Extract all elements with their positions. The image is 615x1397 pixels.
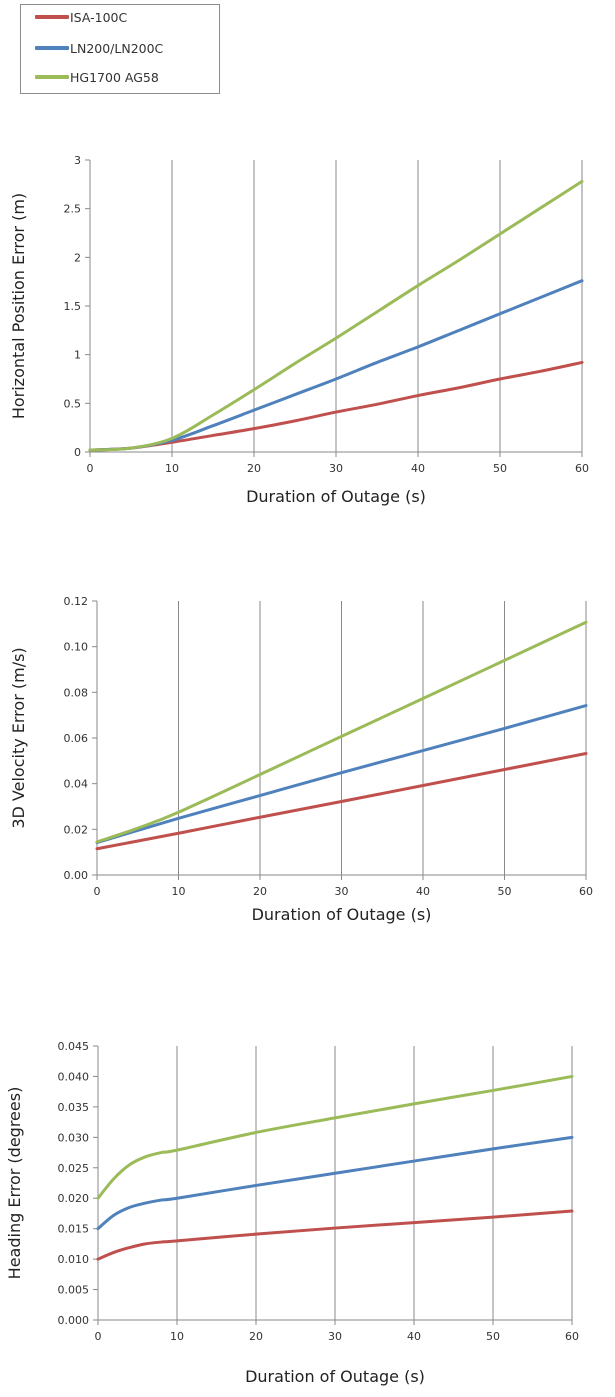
y-tick-label: 1 [74,349,81,362]
y-tick-label: 0.045 [58,1040,90,1053]
legend-label-ln200: LN200/LN200C [70,40,164,56]
y-tick-label: 0.02 [64,823,89,836]
x-axis-title: Duration of Outage (s) [252,905,432,924]
x-tick-label: 10 [170,1330,184,1343]
legend-swatch-ln200 [35,46,69,50]
x-tick-label: 50 [486,1330,500,1343]
y-tick-label: 0.10 [64,641,89,654]
velocity-error-chart: 0.00 0.02 0.04 0.06 0.08 0.10 0.12 0 10 20 30 40 50 6… [9,595,593,924]
y-tick-label: 0.025 [58,1162,90,1175]
y-tick-label: 0.12 [64,595,89,608]
series-line-hg1700-ag58 [95,620,588,844]
x-tick-label: 60 [575,462,589,475]
x-tick-label: 30 [328,1330,342,1343]
legend-item-ln200: LN200/LN200C [35,38,163,58]
y-tick-label: 0.020 [58,1192,90,1205]
legend-label-hg1700: HG1700 AG58 [70,69,159,85]
y-axis-title: Horizontal Position Error (m) [9,193,28,419]
legend-item-isa-100c: ISA-100C [35,7,127,27]
x-tick-label: 30 [329,462,343,475]
legend-swatch-isa-100c [35,15,69,19]
x-tick-label: 40 [416,885,430,898]
y-tick-label: 0.06 [64,732,89,745]
x-tick-label: 40 [411,462,425,475]
x-axis-title: Duration of Outage (s) [245,1367,425,1386]
series-line-ln200-ln200c [88,279,584,452]
series-line-isa-100c [95,752,588,851]
y-tick-label: 2 [74,251,81,264]
legend-item-hg1700: HG1700 AG58 [35,67,159,87]
y-tick-label: 0.035 [58,1101,90,1114]
series-line-isa-100c [96,1209,574,1261]
x-tick-label: 10 [165,462,179,475]
y-tick-label: 0.00 [64,869,89,882]
x-tick-label: 0 [87,462,94,475]
y-tick-label: 0.04 [64,778,89,791]
y-tick-label: 0.5 [64,397,82,410]
x-tick-label: 40 [407,1330,421,1343]
series-line-isa-100c [88,360,584,452]
y-tick-label: 3 [74,154,81,167]
x-tick-label: 0 [95,1330,102,1343]
chart-legend: ISA-100C LN200/LN200C HG1700 AG58 [20,4,220,94]
x-tick-label: 20 [253,885,267,898]
y-tick-label: 0.005 [58,1284,90,1297]
y-tick-label: 0.000 [58,1314,90,1327]
x-tick-label: 50 [498,885,512,898]
y-tick-label: 0.030 [58,1131,90,1144]
y-axis-title: Heading Error (degrees) [5,1087,24,1280]
y-tick-label: 0 [74,446,81,459]
x-tick-label: 10 [172,885,186,898]
x-tick-label: 60 [579,885,593,898]
y-tick-label: 0.015 [58,1223,90,1236]
y-tick-label: 0.040 [58,1070,90,1083]
x-axis-title: Duration of Outage (s) [246,487,426,506]
legend-swatch-hg1700 [35,75,69,79]
legend-label-isa-100c: ISA-100C [70,9,128,25]
series-line-hg1700-ag58 [88,179,584,452]
y-tick-label: 0.08 [64,686,89,699]
x-tick-label: 20 [249,1330,263,1343]
heading-error-chart: 0.000 0.005 0.010 0.015 0.020 0.025 0.030 0.035… [5,1040,579,1386]
x-tick-label: 0 [94,885,101,898]
series-line-ln200-ln200c [95,704,588,845]
series-line-hg1700-ag58 [96,1074,574,1200]
y-axis-title: 3D Velocity Error (m/s) [9,647,28,828]
series-line-ln200-ln200c [96,1135,574,1231]
x-tick-label: 60 [565,1330,579,1343]
x-tick-label: 50 [493,462,507,475]
x-tick-label: 20 [247,462,261,475]
y-tick-label: 2.5 [64,203,82,216]
x-tick-label: 30 [335,885,349,898]
y-tick-label: 1.5 [64,300,82,313]
y-tick-label: 0.010 [58,1253,90,1266]
